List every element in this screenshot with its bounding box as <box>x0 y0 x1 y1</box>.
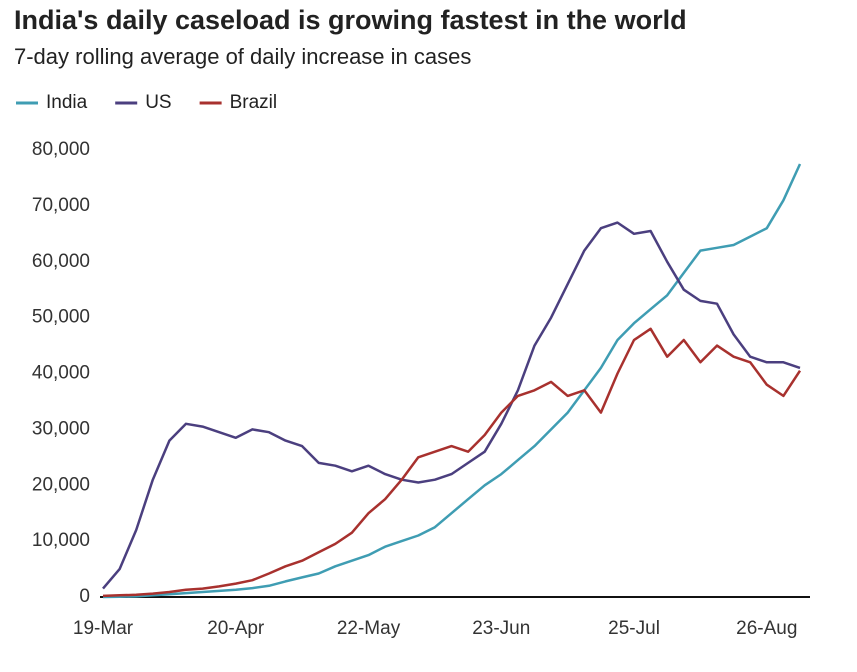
y-tick-label: 40,000 <box>32 363 90 384</box>
y-tick-label: 80,000 <box>32 139 90 160</box>
series-line <box>102 221 801 590</box>
x-tick-label: 22-May <box>337 618 401 639</box>
legend-label: Brazil <box>230 92 278 113</box>
y-tick-label: 10,000 <box>32 530 90 551</box>
x-tick-label: 26-Aug <box>736 618 797 639</box>
series-line <box>102 327 802 598</box>
chart-title: India's daily caseload is growing fastes… <box>14 5 687 35</box>
x-tick-label: 20-Apr <box>207 618 265 639</box>
x-tick-label: 23-Jun <box>472 618 530 639</box>
legend-label: India <box>46 92 88 113</box>
y-tick-label: 70,000 <box>32 195 90 216</box>
x-tick-label: 25-Jul <box>608 618 660 639</box>
y-tick-label: 20,000 <box>32 474 90 495</box>
series-line <box>102 163 802 599</box>
y-tick-label: 30,000 <box>32 418 90 439</box>
y-tick-label: 50,000 <box>32 307 90 328</box>
legend-label: US <box>145 92 171 113</box>
chart-subtitle: 7-day rolling average of daily increase … <box>14 44 471 69</box>
x-tick-label: 19-Mar <box>73 618 134 639</box>
y-tick-label: 0 <box>79 586 90 607</box>
y-tick-label: 60,000 <box>32 251 90 272</box>
